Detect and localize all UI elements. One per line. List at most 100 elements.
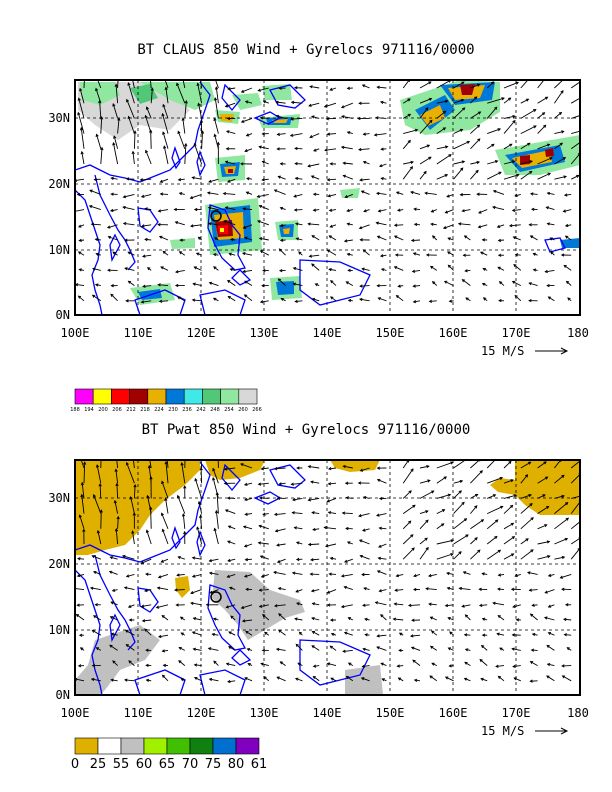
wind-vector-head [191,298,196,302]
wind-vector [432,235,438,241]
wind-vector [225,509,236,515]
wind-vector-head [346,222,350,226]
wind-vector [464,235,471,241]
wind-vector-head [450,461,454,465]
wind-vector [560,573,572,579]
wind-vector [537,555,550,560]
wind-vector [99,483,102,499]
wind-vector-head [213,117,217,122]
wind-vector [178,178,185,181]
wind-vector [246,133,253,137]
wind-vector [117,80,119,89]
wind-vector-head [191,631,196,635]
wind-vector [124,267,135,271]
wind-vector [362,84,370,89]
wind-vector-head [180,462,184,466]
wind-vector-head [183,485,187,489]
wind-vector [431,209,437,213]
wind-vector-head [294,86,298,90]
wind-vector-head [312,192,317,196]
colorbar1-label: 260 [238,407,248,413]
wind-vector [328,467,337,470]
wind-vector-head [533,109,537,113]
wind-vector [328,193,337,197]
wind-vector [448,647,454,651]
wind-vector-head [161,674,166,678]
wind-vector [520,461,531,469]
wind-vector-head [258,204,263,209]
wind-vector [128,280,135,286]
wind-vector [225,161,236,165]
wind-vector [329,235,337,241]
wind-vector [308,543,320,546]
wind-vector [257,220,269,226]
wind-vector-head [398,648,402,653]
wind-vector-head [492,189,497,194]
wind-vector-head [326,590,331,594]
wind-vector-head [408,603,412,608]
wind-vector [570,521,580,530]
wind-vector-head [491,143,495,147]
wind-vector [402,520,412,530]
wind-vector-head [294,146,298,151]
wind-vector-head [212,253,217,257]
wind-vector-head [262,613,266,618]
wind-vector-head [511,536,516,540]
wind-vector [362,528,370,532]
panel2-vector-reference: 15 M/S [481,724,569,738]
wind-vector [327,249,337,256]
wind-vector-head [193,142,197,147]
wind-vector-head [280,297,284,301]
wind-vector-head [529,170,533,174]
colorbar1-label: 230 [168,407,178,413]
wind-vector-head [380,268,385,272]
wind-vector [142,254,152,257]
wind-vector-head [161,528,165,533]
wind-vector-head [528,282,532,286]
wind-vector-head [544,524,548,528]
wind-vector [259,237,269,241]
wind-vector [165,461,169,484]
wind-vector [132,460,135,469]
wind-vector-head [430,209,435,213]
wind-vector-head [84,67,86,69]
wind-vector-head [560,253,565,257]
wind-vector-head [78,268,82,272]
wind-vector [554,175,567,180]
wind-vector-head [208,558,213,563]
wind-vector-head [425,587,429,591]
wind-vector-head [447,264,451,268]
panel2-xtick: 160E [439,706,468,720]
wind-vector [274,604,286,607]
colorbar1-swatch [92,388,112,405]
wind-vector [83,462,86,484]
wind-vector [179,251,186,256]
wind-vector [126,462,135,484]
wind-vector-head [347,662,352,666]
wind-vector-head [398,632,403,636]
wind-vector [308,465,320,469]
wind-vector-head [309,572,313,576]
wind-vector [503,115,516,119]
wind-vector-head [500,505,504,509]
wind-vector-head [208,281,213,285]
wind-vector-head [431,280,436,285]
wind-vector-head [164,460,168,465]
wind-vector [260,555,269,560]
wind-vector-head [297,662,301,666]
wind-vector-head [276,676,280,680]
wind-vector-head [327,467,332,471]
wind-vector-head [508,460,512,465]
wind-vector [453,501,465,514]
wind-vector-head [213,97,218,101]
wind-vector [198,103,203,119]
wind-vector-head [561,664,565,668]
wind-vector-head [91,555,95,559]
wind-vector [259,146,269,150]
wind-vector [419,98,432,104]
wind-vector [156,604,169,609]
wind-vector [419,537,428,545]
wind-vector-head [174,221,179,225]
wind-vector [280,661,286,666]
wind-vector-head [558,111,563,116]
